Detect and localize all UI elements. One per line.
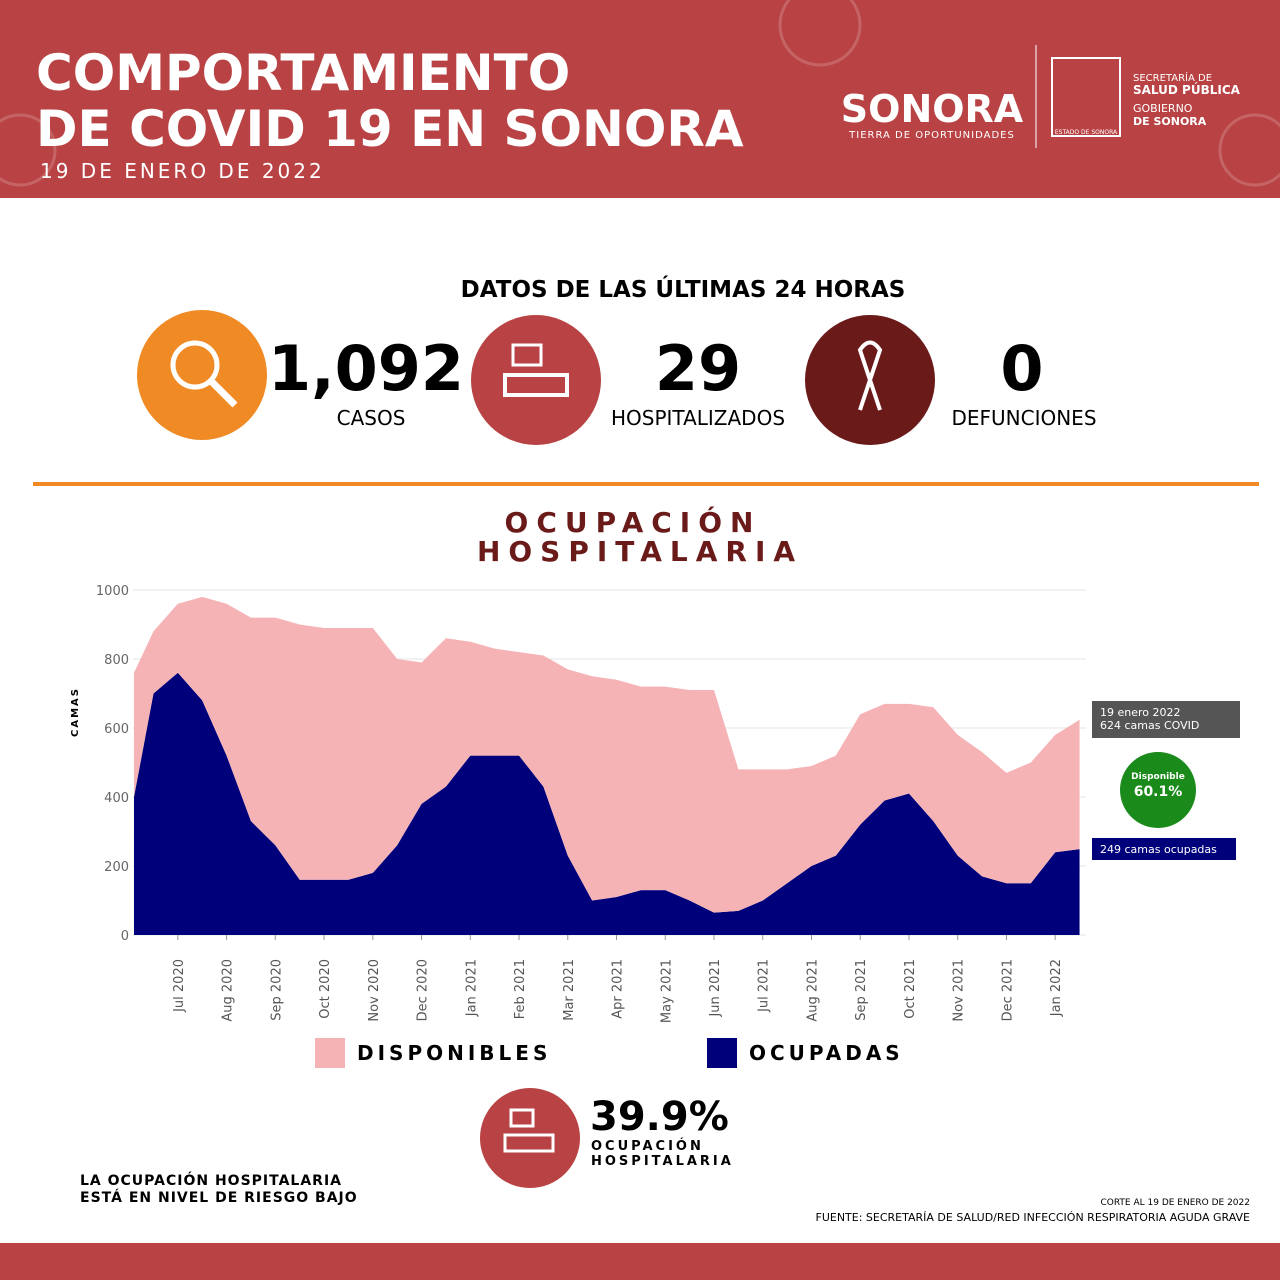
y-tick-label: 600 xyxy=(104,722,129,737)
ministry: SECRETARÍA DE xyxy=(1133,71,1212,84)
stat-value: 1,092 xyxy=(268,332,464,405)
icon-detail xyxy=(857,340,883,411)
summary-value: 39.9% xyxy=(590,1094,729,1140)
icon-detail xyxy=(503,1133,555,1153)
ministry: DE SONORA xyxy=(1133,115,1207,128)
stat-label: CASOS xyxy=(337,406,406,430)
ministry: SALUD PÚBLICA xyxy=(1133,82,1241,97)
icon-detail xyxy=(509,1108,535,1128)
chart-title: OCUPACIÓN xyxy=(505,505,762,539)
brand-tagline: TIERRA DE OPORTUNIDADES xyxy=(848,130,1015,141)
stat-label: HOSPITALIZADOS xyxy=(611,406,785,430)
stats-heading: DATOS DE LAS ÚLTIMAS 24 HORAS xyxy=(461,275,906,303)
icon-detail xyxy=(209,379,238,408)
separator xyxy=(33,482,1259,486)
annotation: 624 camas COVID xyxy=(1100,719,1199,732)
summary-icon xyxy=(480,1088,580,1188)
x-tick-label: Jan 2022 xyxy=(1049,959,1064,1017)
x-tick-label: Oct 2021 xyxy=(903,959,918,1019)
y-axis-label: CAMAS xyxy=(70,687,81,737)
area xyxy=(133,672,1080,935)
annotation: 19 enero 2022 xyxy=(1100,706,1181,719)
stat-value: 29 xyxy=(655,332,741,405)
x-tick-label: Mar 2021 xyxy=(562,959,577,1021)
title-line: COMPORTAMIENTO xyxy=(36,44,570,102)
x-tick-label: Jul 2021 xyxy=(757,959,772,1013)
x-tick-label: Aug 2020 xyxy=(221,959,236,1022)
legend-swatch xyxy=(707,1038,737,1068)
chart-title: HOSPITALARIA xyxy=(477,535,803,568)
y-tick-label: 0 xyxy=(121,929,129,944)
title-line: DE COVID 19 EN SONORA xyxy=(36,100,744,158)
x-tick-label: Jan 2021 xyxy=(464,959,479,1017)
brand: SONORA xyxy=(841,87,1024,131)
plot: 0 200 400 600 800 1000 Jul 2020 Aug 2020 Sep 202… xyxy=(96,584,1086,1023)
x-tick-label: Jun 2021 xyxy=(708,959,723,1018)
annotation: Disponible xyxy=(1131,772,1185,782)
summary-label: HOSPITALARIA xyxy=(591,1154,734,1169)
annotation-box xyxy=(1092,838,1236,860)
x-tick-label: Nov 2021 xyxy=(952,959,967,1022)
decor xyxy=(0,0,1280,187)
legend-label: OCUPADAS xyxy=(749,1041,904,1065)
annotation: 60.1% xyxy=(1134,784,1183,800)
seal xyxy=(1051,57,1121,137)
footer-band xyxy=(0,1243,1280,1280)
x-tick-label: Nov 2020 xyxy=(367,959,382,1022)
annotation-box xyxy=(1092,701,1240,738)
footer-cut: CORTE AL 19 DE ENERO DE 2022 xyxy=(1100,1198,1250,1208)
icon-detail xyxy=(170,340,220,390)
y-tick-label: 800 xyxy=(104,653,129,668)
note: ESTÁ EN NIVEL DE RIESGO BAJO xyxy=(80,1189,358,1206)
icon-detail xyxy=(503,373,569,397)
x-tick-label: Sep 2021 xyxy=(854,959,869,1021)
stat-value: 0 xyxy=(1000,332,1043,405)
legend-label: DISPONIBLES xyxy=(357,1041,551,1065)
seal-text: ESTADO DE SONORA xyxy=(1055,129,1118,136)
y-tick-label: 1000 xyxy=(96,584,129,599)
stat-label: DEFUNCIONES xyxy=(951,406,1096,430)
hospital-icon xyxy=(471,315,601,445)
x-tick-label: Aug 2021 xyxy=(805,959,820,1022)
area xyxy=(133,596,1080,913)
x-tick-label: Dec 2021 xyxy=(1000,959,1015,1021)
header-date: 19 DE ENERO DE 2022 xyxy=(40,159,325,183)
x-tick-label: Feb 2021 xyxy=(513,959,528,1019)
x-tick-label: Jul 2020 xyxy=(172,959,187,1013)
footer-source: FUENTE: SECRETARÍA DE SALUD/RED INFECCIÓ… xyxy=(816,1211,1251,1224)
note: LA OCUPACIÓN HOSPITALARIA xyxy=(80,1171,342,1189)
icon-detail xyxy=(511,343,543,367)
cases-icon xyxy=(137,310,267,440)
y-tick-label: 400 xyxy=(104,791,129,806)
y-tick-label: 200 xyxy=(104,860,129,875)
x-tick-label: May 2021 xyxy=(659,959,674,1023)
x-tick-label: Dec 2020 xyxy=(416,959,431,1021)
available-badge xyxy=(1120,752,1196,828)
annotation: 249 camas ocupadas xyxy=(1100,843,1217,856)
header-band xyxy=(0,0,1280,198)
ministry: GOBIERNO xyxy=(1133,102,1193,115)
x-tick-label: Sep 2020 xyxy=(269,959,284,1021)
x-tick-label: Apr 2021 xyxy=(611,959,626,1019)
x-tick-label: Oct 2020 xyxy=(318,959,333,1019)
legend-swatch xyxy=(315,1038,345,1068)
summary-label: OCUPACIÓN xyxy=(591,1138,704,1154)
